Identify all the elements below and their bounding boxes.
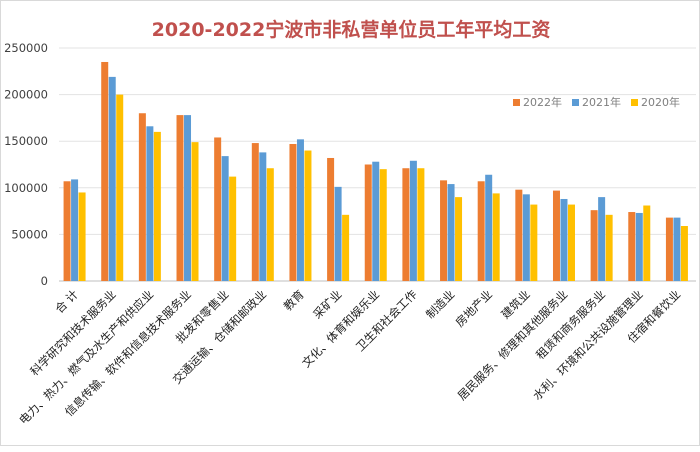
y-tick-label: 200000 xyxy=(4,88,48,102)
bar xyxy=(221,156,229,281)
bar xyxy=(409,160,417,281)
bar xyxy=(567,204,575,281)
x-tick-label: 电力、热力、燃气及水生产和供应业 xyxy=(16,287,156,427)
bar xyxy=(522,194,530,281)
bar xyxy=(176,115,184,281)
bar xyxy=(342,214,350,281)
y-tick-label: 150000 xyxy=(4,134,48,148)
bar xyxy=(643,205,651,281)
series-2020年 xyxy=(78,94,688,281)
x-tick-label: 房地产业 xyxy=(453,287,495,329)
bar xyxy=(628,212,636,281)
bar xyxy=(492,193,500,281)
bar xyxy=(116,94,124,281)
x-tick-label: 租赁和商务服务业 xyxy=(533,287,608,362)
bar xyxy=(71,179,79,281)
bar xyxy=(296,139,304,281)
y-tick-label: 250000 xyxy=(4,41,48,55)
bar xyxy=(63,181,71,281)
bars xyxy=(63,61,688,282)
bar xyxy=(485,174,493,281)
bar xyxy=(605,214,613,281)
series-2022年 xyxy=(63,61,673,282)
bar xyxy=(327,157,335,281)
series-2021年 xyxy=(71,76,681,282)
bar xyxy=(214,137,222,281)
bar xyxy=(665,217,673,281)
bar xyxy=(673,217,681,281)
bar xyxy=(598,197,606,281)
bar xyxy=(552,190,560,281)
bar xyxy=(138,113,146,282)
legend-label: 2020年 xyxy=(641,95,680,109)
chart-title: 2020-2022宁波市非私营单位员工年平均工资 xyxy=(152,18,551,41)
legend-label: 2021年 xyxy=(582,95,621,109)
y-tick-label: 0 xyxy=(41,274,48,288)
bar xyxy=(229,176,237,281)
x-axis: 合 计科学研究和技术服务业电力、热力、燃气及水生产和供应业信息传输、软件和信息技… xyxy=(16,287,683,427)
bar xyxy=(560,198,568,281)
x-tick-label: 建筑业 xyxy=(498,287,532,321)
bar xyxy=(379,169,387,281)
bar xyxy=(447,184,455,281)
legend-label: 2022年 xyxy=(523,95,562,109)
x-tick-label: 采矿业 xyxy=(310,287,344,321)
bar xyxy=(266,168,274,281)
bar xyxy=(146,126,154,282)
bar xyxy=(304,150,312,281)
bar xyxy=(191,142,199,281)
bar xyxy=(78,192,86,281)
bar xyxy=(101,61,109,282)
y-tick-label: 100000 xyxy=(4,181,48,195)
bar xyxy=(402,168,410,281)
bar xyxy=(289,143,297,281)
bar xyxy=(364,164,372,281)
bar xyxy=(477,181,485,281)
x-tick-label: 制造业 xyxy=(423,287,457,321)
bar xyxy=(455,197,463,281)
bar xyxy=(515,189,523,281)
legend: 2022年 2021年 2020年 xyxy=(513,95,680,109)
bar xyxy=(108,76,116,281)
x-tick-label: 合 计 xyxy=(52,287,81,316)
bar xyxy=(259,152,267,281)
x-tick-label: 教育 xyxy=(281,287,307,313)
bar xyxy=(334,186,342,281)
legend-swatch xyxy=(631,99,638,106)
legend-swatch xyxy=(513,99,520,106)
y-axis: 0 50000 100000 150000 200000 250000 xyxy=(4,41,48,288)
bar xyxy=(635,212,643,281)
bar xyxy=(417,168,425,281)
bar xyxy=(440,180,448,281)
bar xyxy=(184,115,192,281)
bar xyxy=(372,161,380,281)
bar xyxy=(251,143,259,281)
legend-swatch xyxy=(572,99,579,106)
bar xyxy=(153,131,161,281)
y-tick-label: 50000 xyxy=(11,227,48,241)
bar xyxy=(530,204,538,281)
bar xyxy=(590,210,598,281)
bar xyxy=(680,226,688,281)
